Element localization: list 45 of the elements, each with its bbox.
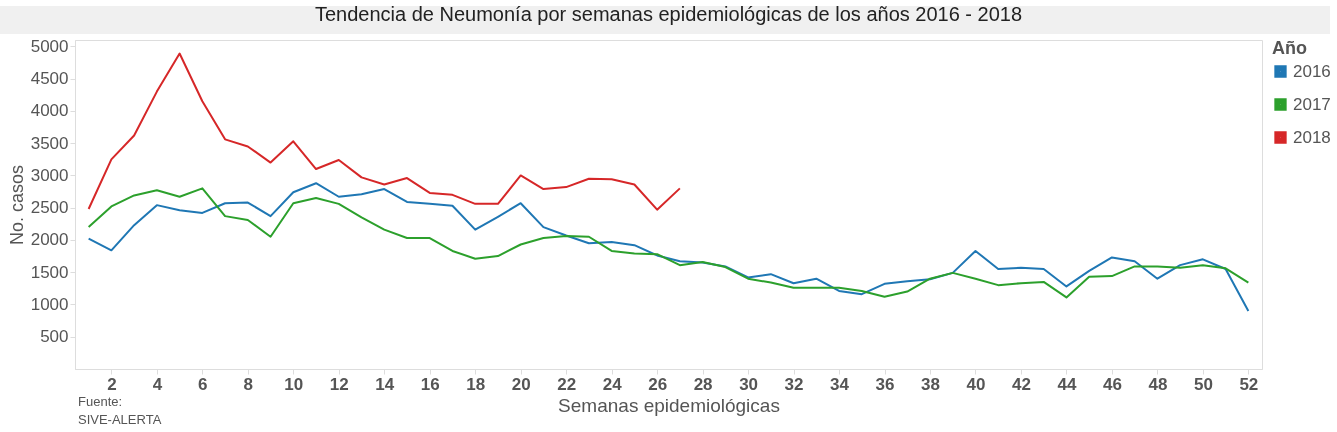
legend-label: 2017 — [1293, 94, 1331, 114]
legend-label: 2018 — [1293, 127, 1331, 147]
y-tick-label: 3500 — [30, 133, 69, 153]
y-tick-label: 4500 — [30, 69, 69, 89]
y-tick-label: 1500 — [30, 262, 69, 282]
line-series — [87, 52, 681, 211]
y-tick-label: 2500 — [30, 198, 69, 218]
x-tick-label: 20 — [511, 374, 531, 394]
y-tick-label: 3000 — [30, 165, 69, 185]
y-tick-label: 500 — [40, 327, 69, 347]
x-tick-label: 28 — [693, 374, 713, 394]
x-tick-label: 32 — [784, 374, 804, 394]
y-tick-label: 1000 — [30, 294, 69, 314]
x-tick-label: 52 — [1239, 374, 1259, 394]
y-tick-label: 4000 — [30, 101, 69, 121]
x-tick-label: 12 — [329, 374, 349, 394]
x-tick-label: 16 — [420, 374, 440, 394]
x-tick-label: 14 — [375, 374, 395, 394]
x-tick-label: 10 — [284, 374, 304, 394]
source-note: Fuente: SIVE-ALERTA — [78, 393, 162, 429]
x-tick-label: 4 — [152, 374, 163, 394]
x-axis-title: Semanas epidemiológicas — [558, 394, 780, 416]
x-tick-label: 46 — [1102, 374, 1122, 394]
y-tick-label: 2000 — [30, 230, 69, 250]
x-tick-label: 38 — [921, 374, 940, 394]
x-tick-label: 34 — [830, 374, 850, 394]
x-tick-label: 40 — [966, 374, 986, 394]
x-tick-label: 6 — [198, 374, 208, 394]
x-tick-label: 24 — [602, 374, 623, 394]
y-axis-title: No. casos — [6, 164, 27, 246]
x-tick-label: 22 — [557, 374, 577, 394]
x-tick-label: 48 — [1148, 374, 1168, 394]
legend-label: 2016 — [1293, 61, 1331, 81]
x-tick-label: 50 — [1193, 374, 1213, 394]
x-tick-label: 2 — [107, 374, 117, 394]
x-tick-label: 44 — [1057, 374, 1077, 394]
x-tick-label: 42 — [1012, 374, 1031, 394]
x-tick-label: 26 — [648, 374, 668, 394]
x-tick-label: 30 — [739, 374, 759, 394]
x-tick-label: 36 — [875, 374, 895, 394]
legend-title: Año — [1272, 38, 1307, 58]
x-tick-label: 18 — [466, 374, 486, 394]
x-tick-label: 8 — [243, 374, 254, 394]
y-tick-label: 5000 — [30, 36, 69, 56]
chart-title: Tendencia de Neumonía por semanas epidemiológicas de los años 2016 - 2018 — [314, 3, 1023, 26]
